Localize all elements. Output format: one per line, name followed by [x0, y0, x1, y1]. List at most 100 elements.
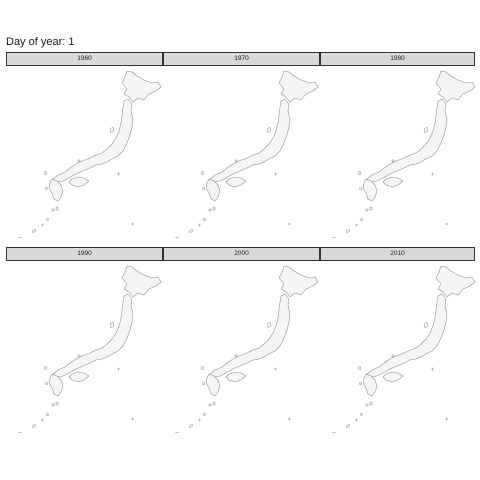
kyushu-shape — [362, 373, 378, 397]
sado-island-shape — [423, 321, 429, 329]
oki-islands-shape — [77, 354, 81, 358]
amami-islet-shape — [198, 418, 201, 422]
sakishima-islands-shape — [17, 236, 22, 238]
sado-island-shape — [266, 126, 272, 134]
amami-island-shape — [202, 412, 207, 417]
amami-islet-shape — [355, 223, 358, 227]
japan-outline-map — [17, 70, 162, 238]
facet-panel: 2010 — [320, 247, 476, 433]
okinawa-shape — [31, 228, 37, 234]
shikoku-shape — [382, 371, 404, 383]
yakushima-shape — [208, 403, 212, 407]
honshu-shape — [366, 293, 448, 378]
shikoku-shape — [382, 176, 404, 188]
oki-islands-shape — [234, 354, 238, 358]
goto-islands-shape — [44, 186, 49, 191]
hokkaido-shape — [435, 265, 476, 298]
amami-island-shape — [45, 217, 50, 222]
japan-outline-map — [174, 70, 319, 238]
amami-island-shape — [359, 412, 364, 417]
hokkaido-shape — [121, 265, 162, 298]
kyushu-shape — [205, 178, 221, 202]
tanegashima-shape — [55, 401, 59, 406]
map-panel — [163, 261, 320, 433]
okinawa-shape — [188, 423, 194, 429]
tanegashima-shape — [369, 401, 373, 406]
yakushima-shape — [365, 403, 369, 407]
kyushu-shape — [48, 373, 64, 397]
izu-islands-shape — [274, 367, 277, 371]
hokkaido-shape — [278, 265, 319, 298]
oki-islands-shape — [391, 354, 395, 358]
ogasawara-islands-shape — [131, 222, 134, 226]
sado-island-shape — [266, 321, 272, 329]
goto-islands-shape — [358, 381, 363, 386]
amami-island-shape — [202, 217, 207, 222]
oki-islands-shape — [391, 159, 395, 163]
tsushima-shape — [357, 365, 362, 371]
facet-panel: 1990 — [6, 247, 163, 433]
yakushima-shape — [51, 403, 55, 407]
sakishima-islands-shape — [174, 431, 179, 433]
okinawa-shape — [31, 423, 37, 429]
yakushima-shape — [208, 208, 212, 212]
okinawa-shape — [345, 423, 351, 429]
hokkaido-shape — [278, 70, 319, 103]
facet-panel: 1980 — [320, 52, 476, 238]
okinawa-shape — [345, 228, 351, 234]
map-panel — [320, 66, 476, 238]
sado-island-shape — [109, 321, 115, 329]
sakishima-islands-shape — [174, 236, 179, 238]
tsushima-shape — [200, 170, 205, 176]
sado-island-shape — [423, 126, 429, 134]
tsushima-shape — [43, 170, 48, 176]
tanegashima-shape — [55, 206, 59, 211]
honshu-shape — [52, 98, 134, 183]
facet-panel: 1960 — [6, 52, 163, 238]
shikoku-shape — [225, 371, 247, 383]
izu-islands-shape — [431, 172, 434, 176]
facet-strip-label: 1960 — [6, 52, 163, 66]
amami-islet-shape — [198, 223, 201, 227]
japan-outline-map — [331, 70, 476, 238]
sakishima-islands-shape — [331, 236, 336, 238]
goto-islands-shape — [44, 381, 49, 386]
shikoku-shape — [225, 176, 247, 188]
izu-islands-shape — [431, 367, 434, 371]
oki-islands-shape — [234, 159, 238, 163]
yakushima-shape — [365, 208, 369, 212]
izu-islands-shape — [117, 367, 120, 371]
facet-strip-label: 1990 — [6, 247, 163, 261]
facet-strip-label: 1980 — [320, 52, 475, 66]
facet-strip-label: 1970 — [163, 52, 320, 66]
tanegashima-shape — [212, 206, 216, 211]
map-panel — [6, 261, 163, 433]
goto-islands-shape — [201, 381, 206, 386]
tanegashima-shape — [212, 401, 216, 406]
tsushima-shape — [357, 170, 362, 176]
map-panel — [6, 66, 163, 238]
ogasawara-islands-shape — [288, 417, 291, 421]
honshu-shape — [52, 293, 134, 378]
ogasawara-islands-shape — [288, 222, 291, 226]
amami-islet-shape — [41, 223, 44, 227]
japan-outline-map — [17, 265, 162, 433]
honshu-shape — [209, 293, 291, 378]
facet-panel: 2000 — [163, 247, 320, 433]
hokkaido-shape — [121, 70, 162, 103]
izu-islands-shape — [117, 172, 120, 176]
sakishima-islands-shape — [331, 431, 336, 433]
amami-island-shape — [359, 217, 364, 222]
kyushu-shape — [48, 178, 64, 202]
goto-islands-shape — [358, 186, 363, 191]
oki-islands-shape — [77, 159, 81, 163]
kyushu-shape — [362, 178, 378, 202]
kyushu-shape — [205, 373, 221, 397]
goto-islands-shape — [201, 186, 206, 191]
facet-strip-label: 2010 — [320, 247, 475, 261]
tsushima-shape — [200, 365, 205, 371]
japan-outline-map — [331, 265, 476, 433]
ogasawara-islands-shape — [131, 417, 134, 421]
shikoku-shape — [68, 176, 90, 188]
amami-islet-shape — [41, 418, 44, 422]
